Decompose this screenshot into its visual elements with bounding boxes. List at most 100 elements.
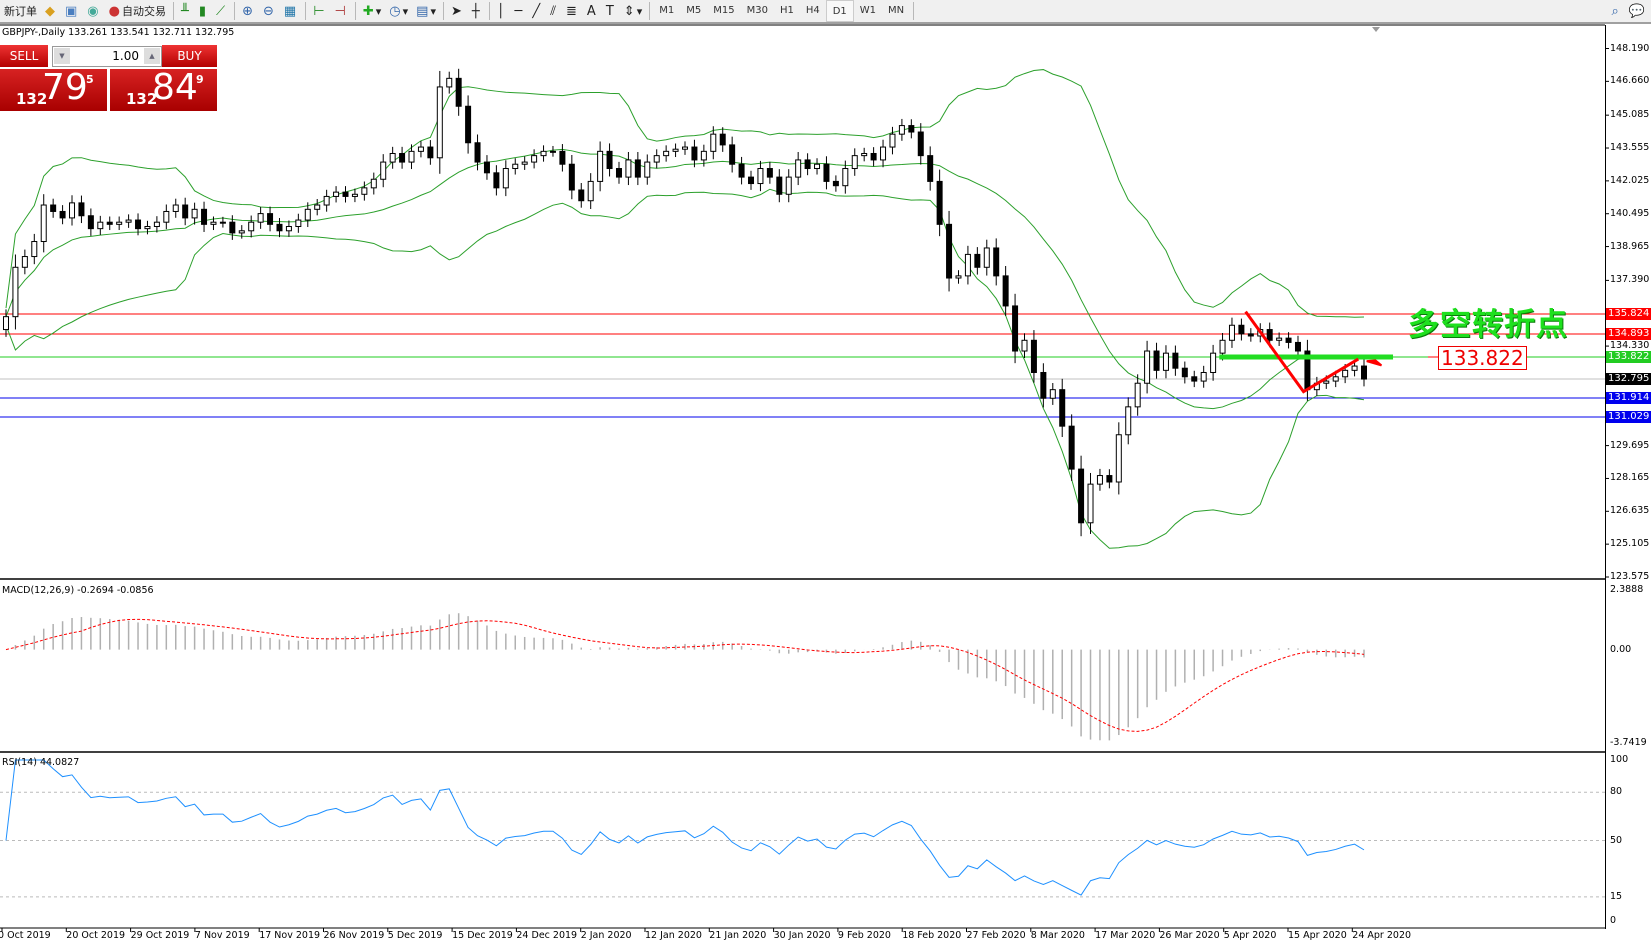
candle-body: [153, 221, 160, 227]
candle-body: [663, 150, 670, 157]
timeframe-mn[interactable]: MN: [888, 4, 905, 16]
indicators-icon[interactable]: ✚ ▾: [362, 3, 382, 19]
candle-body: [1276, 337, 1283, 341]
lots-stepper[interactable]: ▼ 1.00 ▲: [52, 46, 162, 67]
candle-body: [50, 204, 57, 212]
price-axis-label: 128.165: [1610, 472, 1650, 484]
rsi-line: [5, 759, 1365, 896]
vertical-line-icon[interactable]: │: [496, 3, 505, 19]
buy-price-big: 132: [126, 90, 158, 108]
candle-body: [304, 208, 311, 221]
timeframe-m15[interactable]: M15: [713, 4, 735, 16]
candle-body: [295, 219, 302, 227]
signal-icon[interactable]: ◉: [87, 3, 99, 19]
pivot-annotation-text[interactable]: 多空转折点: [1408, 307, 1568, 343]
timeframe-d1[interactable]: D1: [825, 0, 854, 22]
fibonacci-icon[interactable]: ≣: [566, 3, 577, 19]
date-axis-label: 9 Feb 2020: [837, 930, 891, 941]
candle-body: [1096, 475, 1103, 485]
zigzag-arrow: [1244, 310, 1360, 394]
buy-price[interactable]: 132 84 9: [110, 67, 217, 111]
date-axis-label: 20 Oct 2019: [66, 930, 126, 941]
date-axis-label: 17 Mar 2020: [1095, 930, 1156, 941]
new-order-button[interactable]: 新订单: [0, 1, 41, 21]
lots-input[interactable]: 1.00: [112, 49, 139, 63]
price-tag: 133.822: [1606, 350, 1651, 363]
date-axis-label: 29 Oct 2019: [130, 930, 190, 941]
autoscroll-icon[interactable]: ⊣: [334, 3, 346, 19]
one-click-trading-panel: SELL ▼ 1.00 ▲ BUY 132 79 5 132 84 9: [0, 45, 218, 111]
candle-body: [1162, 352, 1169, 371]
timeframe-h1[interactable]: H1: [779, 4, 794, 16]
timeframe-m30[interactable]: M30: [746, 4, 768, 16]
timeframe-bar: M1 M5 M15 M30 H1 H4 D1 W1 MN: [653, 0, 910, 22]
divider: [172, 2, 174, 20]
candle-body: [1351, 365, 1358, 371]
timeframe-h4[interactable]: H4: [805, 4, 820, 16]
candle-body: [936, 180, 943, 225]
candlestick-icon[interactable]: ▮: [198, 3, 206, 19]
candle-body: [1115, 434, 1122, 483]
candle-body: [257, 213, 264, 223]
date-axis-label: 2 Jan 2020: [580, 930, 632, 941]
candle-body: [1247, 333, 1254, 337]
chart-shift-icon[interactable]: ⊢: [313, 3, 325, 19]
candle-body: [531, 155, 538, 163]
channel-icon[interactable]: ⫽: [550, 3, 557, 19]
date-axis-label: 15 Dec 2019: [452, 930, 513, 941]
sell-price[interactable]: 132 79 5: [0, 67, 107, 111]
candle-body: [1294, 341, 1301, 352]
new-order-label: 新订单: [4, 5, 37, 18]
candle-body: [12, 266, 19, 318]
zoom-out-icon[interactable]: ⊖: [262, 3, 274, 19]
candle-body: [87, 215, 94, 230]
decrease-lots-icon[interactable]: ▼: [54, 48, 70, 64]
horizontal-line-icon[interactable]: ─: [514, 3, 523, 19]
timeframe-w1[interactable]: W1: [859, 4, 877, 16]
macd-axis-label: 0.00: [1610, 643, 1632, 655]
candle-body: [106, 221, 113, 225]
candle-body: [983, 247, 990, 268]
macd-axis-label: 2.3888: [1610, 584, 1644, 595]
tile-windows-icon[interactable]: ▦: [283, 3, 297, 19]
chat-icon[interactable]: 💬: [1628, 3, 1645, 19]
history-icon[interactable]: ▣: [65, 3, 78, 19]
price-tag: 135.824: [1606, 308, 1651, 320]
price-axis-label: 146.660: [1610, 75, 1650, 87]
crosshair-icon[interactable]: ┼: [471, 3, 480, 19]
sell-price-big: 132: [16, 90, 48, 108]
candle-body: [333, 191, 340, 197]
date-axis-label: 27 Feb 2020: [966, 930, 1026, 941]
price-axis-label: 129.695: [1610, 439, 1650, 451]
line-chart-icon[interactable]: ⟋: [215, 3, 226, 19]
chart-window[interactable]: [0, 25, 1606, 929]
candle-body: [172, 204, 179, 212]
search-icon[interactable]: ⌕: [1611, 3, 1619, 19]
timeframe-m1[interactable]: M1: [659, 4, 675, 16]
arrows-icon[interactable]: ⇕ ▾: [623, 3, 643, 19]
pivot-price-label[interactable]: 133.822: [1438, 346, 1527, 370]
increase-lots-icon[interactable]: ▲: [144, 48, 160, 64]
bar-chart-icon[interactable]: ╨: [180, 3, 189, 19]
text-icon[interactable]: A: [586, 3, 596, 19]
sell-button[interactable]: SELL: [0, 45, 48, 67]
candle-body: [559, 150, 566, 165]
cursor-icon[interactable]: ➤: [450, 3, 462, 19]
expert-icon[interactable]: ◆: [45, 3, 55, 19]
candle-body: [766, 168, 773, 178]
divider: [305, 2, 307, 20]
buy-button[interactable]: BUY: [162, 45, 217, 67]
auto-trading-button[interactable]: ● 自动交易: [105, 1, 170, 21]
text-label-icon[interactable]: T: [605, 3, 614, 19]
zoom-in-icon[interactable]: ⊕: [242, 3, 253, 19]
trendline-icon[interactable]: ╱: [532, 3, 541, 19]
timeframe-m5[interactable]: M5: [686, 4, 702, 16]
candle-body: [1191, 376, 1198, 382]
periods-icon[interactable]: ◷ ▾: [389, 3, 409, 19]
rsi-axis-label: 50: [1610, 834, 1623, 846]
candle-body: [814, 163, 821, 170]
templates-icon[interactable]: ▤ ▾: [416, 3, 436, 19]
candle-body: [880, 146, 887, 161]
candle-body: [1181, 367, 1188, 378]
